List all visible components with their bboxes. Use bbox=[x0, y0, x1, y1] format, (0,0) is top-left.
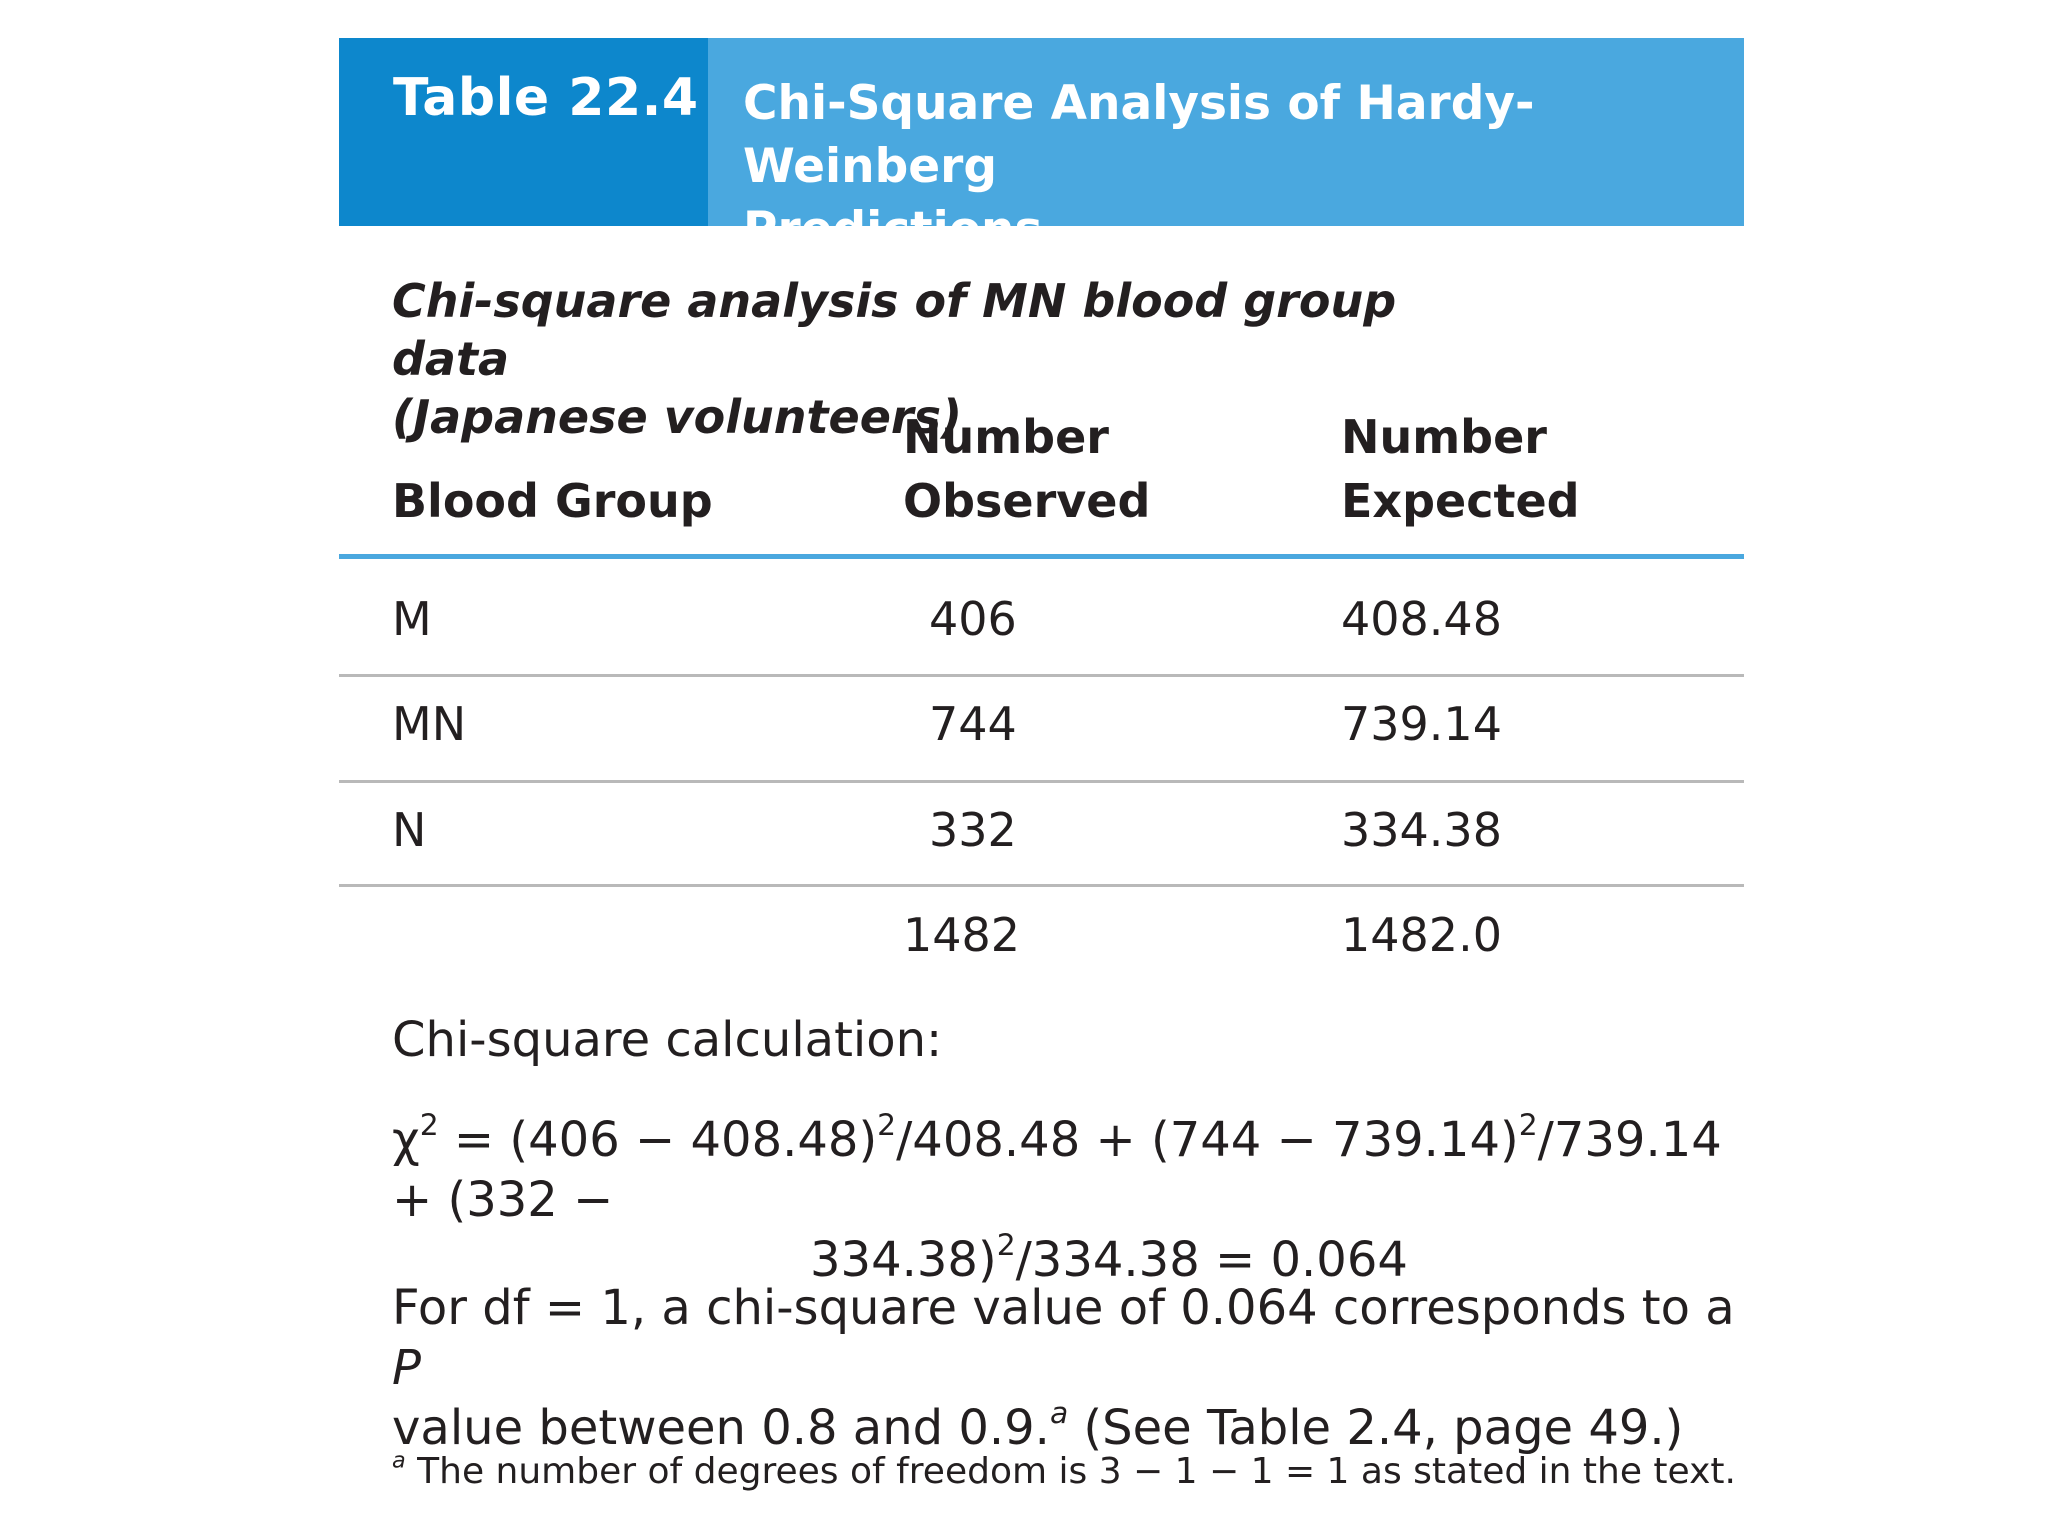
footnote-reference: a bbox=[1049, 1396, 1069, 1432]
formula-result: /334.38 = 0.064 bbox=[1015, 1232, 1408, 1288]
formula-term: = (406 − 408.48) bbox=[438, 1112, 878, 1168]
column-header-expected-line-2: Expected bbox=[1341, 474, 1580, 528]
column-header-observed-line-2: Observed bbox=[903, 474, 1151, 528]
row-mn-group: MN bbox=[392, 697, 467, 751]
row-m-observed: 406 bbox=[929, 592, 1017, 646]
column-header-number-observed: Number Observed bbox=[903, 405, 1150, 533]
row-n-group: N bbox=[392, 803, 427, 857]
exponent: 2 bbox=[996, 1228, 1016, 1264]
total-expected: 1482.0 bbox=[1341, 908, 1502, 962]
table-number: Table 22.4 bbox=[339, 38, 708, 226]
formula-term: 334.38) bbox=[810, 1232, 997, 1288]
conclusion-part-1: For df = 1, a chi-square value of 0.064 … bbox=[392, 1280, 1735, 1336]
footnote-mark: a bbox=[392, 1447, 406, 1474]
table-title: Chi-Square Analysis of Hardy-Weinberg Pr… bbox=[708, 38, 1744, 257]
row-n-expected: 334.38 bbox=[1341, 803, 1502, 857]
footnote: a The number of degrees of freedom is 3 … bbox=[392, 1448, 1752, 1496]
table-title-line-2: Predictions bbox=[743, 202, 1043, 257]
chi-square-formula: χ2 = (406 − 408.48)2/408.48 + (744 − 739… bbox=[392, 1110, 1752, 1290]
conclusion-part-2: value between 0.8 and 0.9. bbox=[392, 1400, 1050, 1456]
conclusion-part-3: (See Table 2.4, page 49.) bbox=[1068, 1400, 1684, 1456]
table-header: Table 22.4 Chi-Square Analysis of Hardy-… bbox=[339, 38, 1744, 257]
conclusion-line-2: value between 0.8 and 0.9.a (See Table 2… bbox=[392, 1398, 1752, 1458]
formula-term: /739.14 + (332 − bbox=[392, 1112, 1722, 1228]
p-symbol: P bbox=[392, 1340, 421, 1396]
header-divider bbox=[339, 554, 1744, 559]
row-m-expected: 408.48 bbox=[1341, 592, 1502, 646]
formula-line-2: 334.38)2/334.38 = 0.064 bbox=[392, 1230, 1752, 1290]
row-divider bbox=[339, 780, 1744, 783]
chi-symbol: χ bbox=[392, 1112, 420, 1168]
row-mn-expected: 739.14 bbox=[1341, 697, 1502, 751]
exponent: 2 bbox=[419, 1108, 439, 1144]
calculation-label: Chi-square calculation: bbox=[392, 1012, 943, 1068]
formula-line-1: χ2 = (406 − 408.48)2/408.48 + (744 − 739… bbox=[392, 1110, 1752, 1230]
row-divider bbox=[339, 674, 1744, 677]
subtitle-line-1: Chi-square analysis of MN blood group da… bbox=[392, 274, 1397, 386]
footnote-text: The number of degrees of freedom is 3 − … bbox=[405, 1451, 1736, 1492]
total-observed: 1482 bbox=[903, 908, 1021, 962]
exponent: 2 bbox=[877, 1108, 897, 1144]
row-m-group: M bbox=[392, 592, 432, 646]
formula-term: /408.48 + (744 − 739.14) bbox=[896, 1112, 1519, 1168]
conclusion-line-1: For df = 1, a chi-square value of 0.064 … bbox=[392, 1278, 1752, 1398]
column-header-observed-line-1: Number bbox=[903, 410, 1109, 464]
row-mn-observed: 744 bbox=[929, 697, 1017, 751]
conclusion-text: For df = 1, a chi-square value of 0.064 … bbox=[392, 1278, 1752, 1458]
column-header-number-expected: Number Expected bbox=[1341, 405, 1580, 533]
subtitle-line-2: (Japanese volunteers) bbox=[392, 390, 963, 444]
column-header-blood-group: Blood Group bbox=[392, 474, 713, 528]
table-title-line-1: Chi-Square Analysis of Hardy-Weinberg bbox=[743, 76, 1535, 194]
column-header-expected-line-1: Number bbox=[1341, 410, 1547, 464]
row-divider bbox=[339, 884, 1744, 887]
table-subtitle: Chi-square analysis of MN blood group da… bbox=[392, 272, 1492, 446]
row-n-observed: 332 bbox=[929, 803, 1017, 857]
exponent: 2 bbox=[1518, 1108, 1538, 1144]
